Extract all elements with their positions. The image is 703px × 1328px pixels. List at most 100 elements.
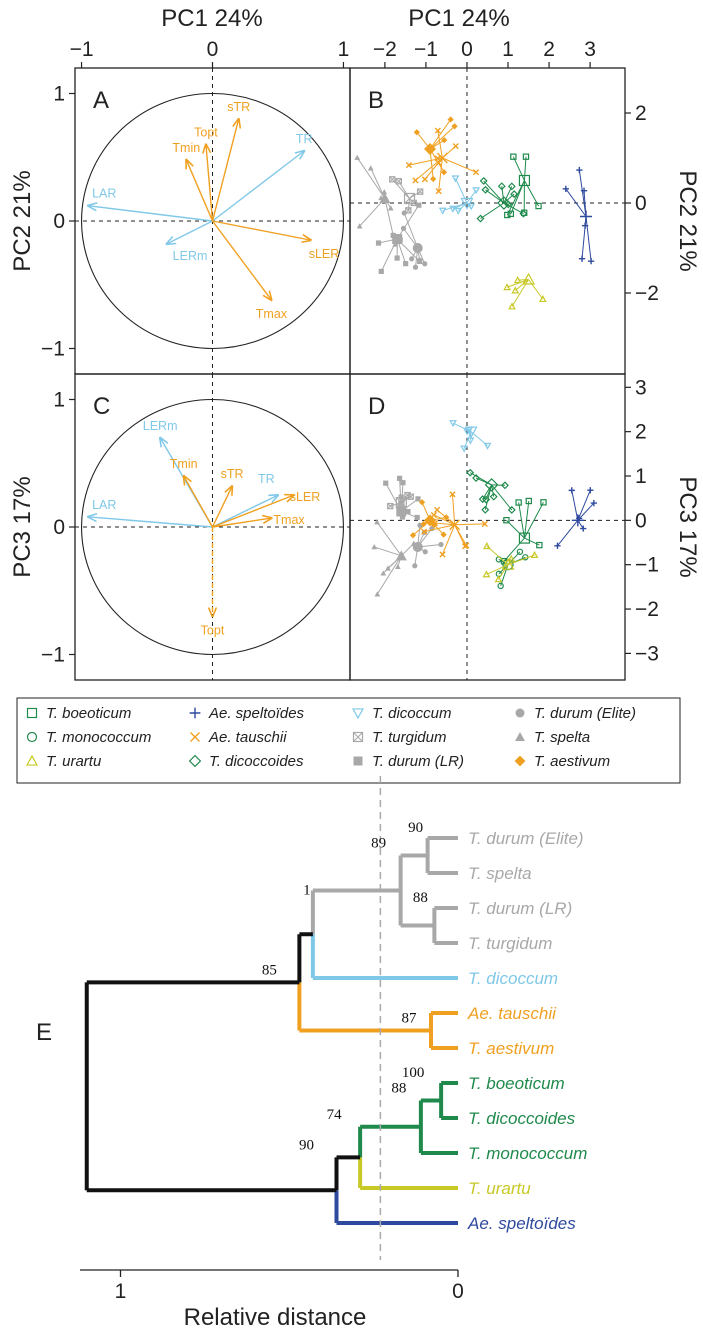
x-tick-label-B: 3 bbox=[584, 38, 596, 61]
legend-marker bbox=[26, 754, 38, 766]
vector-sLER-C bbox=[212, 495, 294, 528]
correlation-circle-C bbox=[80, 398, 345, 656]
point bbox=[508, 302, 516, 310]
vector-label-Tmax-C: Tmax bbox=[273, 513, 305, 527]
point bbox=[510, 153, 517, 160]
point bbox=[497, 182, 506, 191]
group-ae-speltoides-D bbox=[554, 487, 597, 549]
spoke bbox=[359, 198, 386, 227]
point-x bbox=[387, 503, 394, 510]
legend-marker bbox=[190, 732, 200, 742]
bootstrap-label: 87 bbox=[402, 1011, 418, 1027]
vector-label-LERm-A: LERm bbox=[173, 249, 208, 263]
point bbox=[383, 480, 389, 486]
point bbox=[578, 255, 586, 262]
vector-LERm-A bbox=[167, 220, 213, 244]
point bbox=[421, 176, 429, 183]
point bbox=[400, 225, 407, 231]
point bbox=[404, 491, 411, 499]
spoke bbox=[356, 157, 386, 199]
point bbox=[399, 514, 406, 520]
point bbox=[434, 506, 441, 513]
point bbox=[481, 505, 490, 514]
y-axis-label-D: PC3 17% bbox=[674, 476, 701, 577]
spoke bbox=[442, 202, 468, 212]
point bbox=[380, 570, 387, 576]
point bbox=[576, 166, 583, 174]
spoke bbox=[498, 564, 509, 580]
spoke bbox=[407, 198, 411, 211]
point bbox=[422, 549, 428, 555]
point bbox=[511, 286, 520, 294]
y-tick-label-C: 1 bbox=[53, 389, 65, 412]
point bbox=[520, 209, 528, 216]
point bbox=[412, 563, 418, 569]
centroid bbox=[392, 234, 403, 244]
point bbox=[416, 188, 424, 195]
point bbox=[438, 207, 447, 215]
point-x bbox=[395, 178, 402, 185]
centroid bbox=[460, 197, 474, 210]
point-x bbox=[405, 207, 412, 214]
spoke bbox=[528, 279, 544, 300]
x-tick-label-A: −1 bbox=[70, 38, 94, 61]
x-tick-label-E: 0 bbox=[452, 1280, 464, 1303]
bootstrap-label: 90 bbox=[299, 1137, 314, 1153]
spoke bbox=[424, 524, 455, 533]
point bbox=[507, 505, 516, 514]
point bbox=[504, 211, 511, 219]
spoke bbox=[514, 279, 529, 291]
bootstrap-label: 89 bbox=[371, 836, 386, 852]
point bbox=[482, 542, 491, 550]
legend-marker bbox=[188, 754, 202, 768]
spoke bbox=[523, 500, 530, 539]
leaf-label: Ae. speltoïdes bbox=[467, 1214, 576, 1233]
point bbox=[395, 178, 402, 185]
vector-label-LAR-A: LAR bbox=[92, 187, 116, 201]
centroid bbox=[412, 243, 423, 253]
spoke bbox=[523, 502, 544, 539]
point bbox=[403, 261, 409, 267]
legend-frame bbox=[16, 697, 681, 784]
point bbox=[394, 563, 401, 570]
x-axis-label-B: PC1 24% bbox=[408, 5, 509, 32]
centroid bbox=[571, 514, 584, 527]
point bbox=[412, 177, 419, 184]
spoke bbox=[376, 521, 402, 557]
vector-label-Tmin-C: Tmin bbox=[170, 457, 198, 471]
spoke bbox=[565, 188, 587, 217]
point bbox=[367, 165, 374, 171]
spoke bbox=[578, 169, 587, 217]
vector-label-Tmax-A: Tmax bbox=[256, 307, 288, 321]
leaf-label: T. boeoticum bbox=[468, 1074, 565, 1093]
centroid bbox=[518, 532, 531, 544]
point-x bbox=[407, 493, 414, 500]
group-t-urartu-B bbox=[503, 272, 547, 310]
point bbox=[420, 520, 427, 528]
dendrogram-branches bbox=[84, 836, 458, 1225]
group-t-dicoccum-B bbox=[438, 175, 481, 215]
vector-label-sLER-C: sLER bbox=[290, 490, 321, 504]
point bbox=[405, 508, 411, 515]
point bbox=[454, 207, 463, 215]
legend-label: T. monococcum bbox=[46, 729, 151, 746]
point-x bbox=[404, 492, 411, 499]
panel-content: LARLERmTRTminToptsTRsLERTmaxLARLERmTRTmi… bbox=[75, 68, 625, 680]
point bbox=[449, 491, 456, 498]
group-t-boeoticum-B bbox=[504, 153, 542, 219]
spoke bbox=[380, 238, 398, 272]
centroid bbox=[403, 192, 416, 205]
spoke bbox=[557, 520, 579, 547]
group-t-turgidum-D bbox=[387, 491, 414, 510]
point bbox=[580, 525, 587, 532]
spoke bbox=[483, 180, 505, 204]
spoke bbox=[503, 537, 525, 562]
point bbox=[479, 176, 488, 185]
legend-marker bbox=[515, 732, 525, 742]
legend-label: Ae. speltoïdes bbox=[208, 705, 305, 722]
spoke bbox=[429, 125, 455, 150]
vector-Topt-A bbox=[206, 145, 214, 222]
group-t-dicoccoides-D bbox=[466, 468, 516, 514]
centroid bbox=[395, 497, 407, 509]
